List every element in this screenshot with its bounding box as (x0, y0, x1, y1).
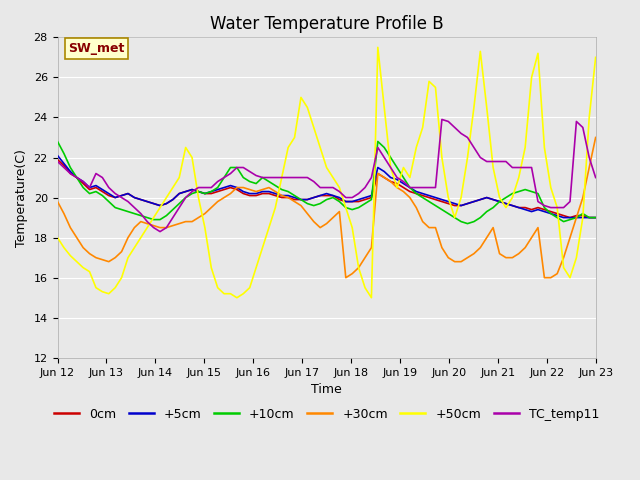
Title: Water Temperature Profile B: Water Temperature Profile B (210, 15, 444, 33)
Legend: 0cm, +5cm, +10cm, +30cm, +50cm, TC_temp11: 0cm, +5cm, +10cm, +30cm, +50cm, TC_temp1… (49, 403, 604, 425)
X-axis label: Time: Time (311, 383, 342, 396)
Text: SW_met: SW_met (68, 42, 125, 55)
Y-axis label: Temperature(C): Temperature(C) (15, 149, 28, 247)
